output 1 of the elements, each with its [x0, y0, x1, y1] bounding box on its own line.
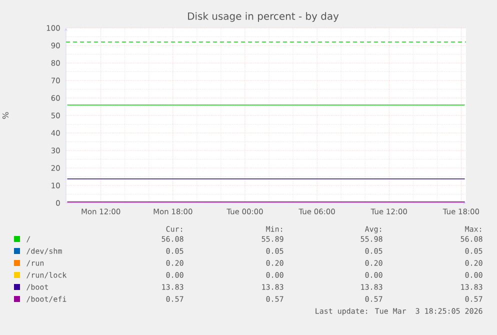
chart-title: Disk usage in percent - by day: [188, 12, 339, 22]
